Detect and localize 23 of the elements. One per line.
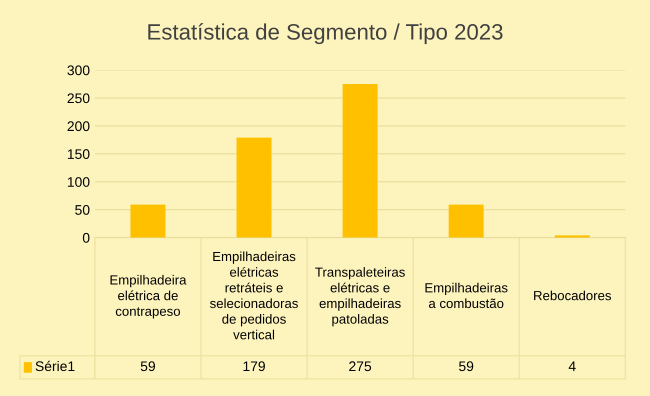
legend-label: Série1 — [36, 360, 74, 372]
chart-title: Estatística de Segmento / Tipo 2023 — [148, 23, 503, 44]
bar — [236, 138, 272, 238]
x-tick-label: Empilhadeiras a combustão — [425, 282, 508, 308]
y-tick-label: 200 — [68, 121, 90, 132]
x-tick-label: Empilhadeiras elétricas retráteis e selecionadoras de pedidos vertical — [210, 251, 298, 340]
y-tick-label: 250 — [68, 93, 90, 104]
y-tick-label: 100 — [68, 177, 90, 187]
data-label: 59 — [459, 361, 474, 372]
bar — [448, 204, 484, 238]
data-label: 179 — [243, 361, 265, 372]
y-tick-label: 300 — [67, 65, 90, 76]
data-label: 275 — [349, 361, 372, 372]
y-tick-label: 50 — [75, 205, 90, 215]
x-tick-label: Empilhadeira elétrica de contrapeso — [110, 274, 186, 319]
data-label: 59 — [140, 361, 156, 372]
x-tick-label: Transpaleteiras elétricas e empilhadeiras patoladas — [315, 267, 405, 326]
data-label: 4 — [568, 361, 576, 372]
y-tick-label: 0 — [82, 232, 90, 243]
x-tick-label: Rebocadores — [534, 290, 612, 300]
y-tick-label: 150 — [68, 149, 90, 160]
bar — [342, 84, 378, 238]
bar — [130, 204, 166, 238]
